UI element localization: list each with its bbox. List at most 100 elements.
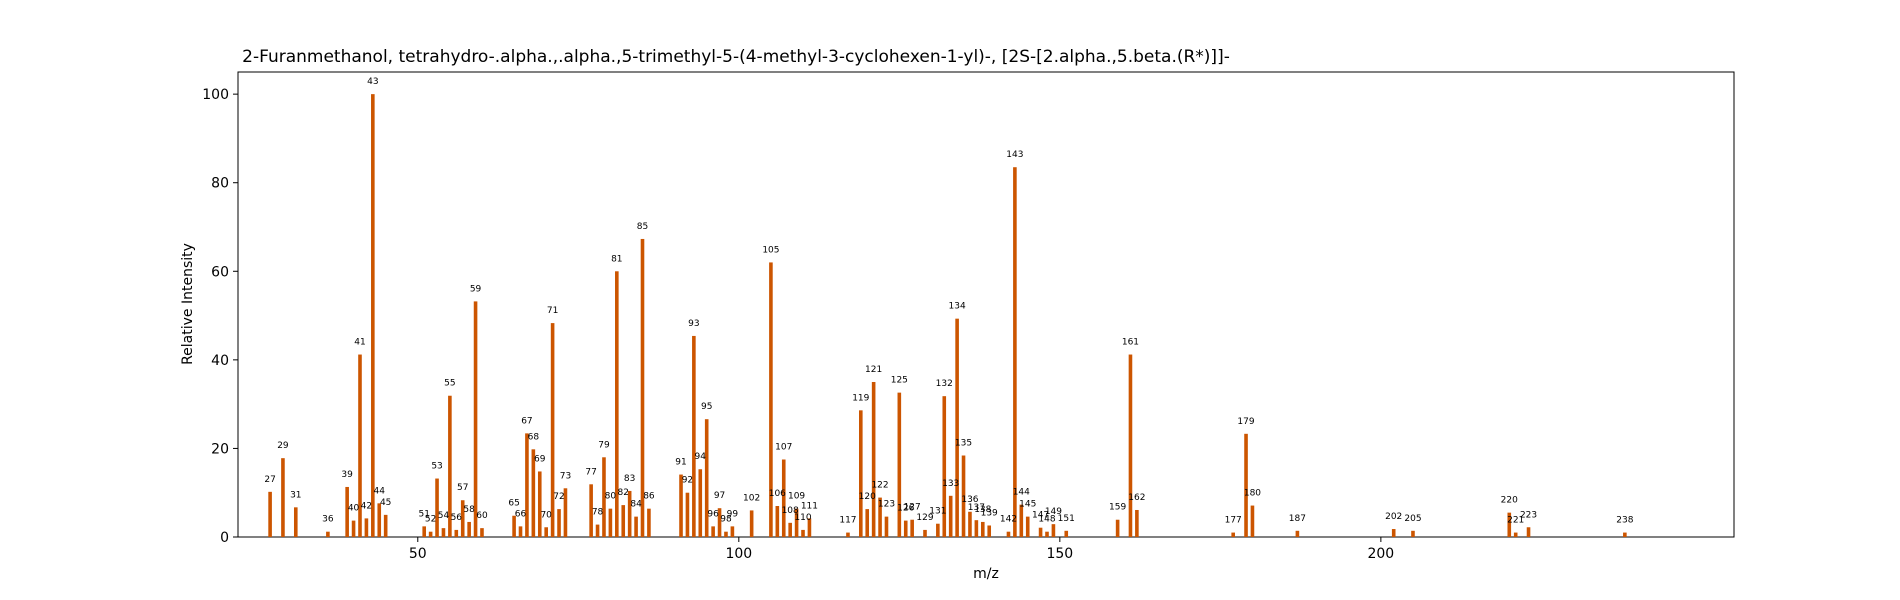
peak-bar-82 <box>621 505 626 537</box>
peak-bar-120 <box>865 509 870 537</box>
peak-bar-70 <box>544 527 548 537</box>
peak-bar-117 <box>846 532 850 537</box>
peak-label-57: 57 <box>457 483 468 493</box>
peak-bar-148 <box>1045 531 1049 537</box>
peak-bar-147 <box>1038 527 1043 537</box>
plot-frame <box>237 71 1735 538</box>
peak-bar-39 <box>345 486 349 537</box>
peak-bar-78 <box>595 524 600 537</box>
peak-bar-137 <box>974 520 979 537</box>
peak-bar-205 <box>1411 530 1415 537</box>
peak-label-80: 80 <box>605 492 617 502</box>
peak-bar-52 <box>428 531 433 537</box>
peak-label-77: 77 <box>585 467 596 477</box>
peak-bar-179 <box>1244 433 1248 537</box>
y-tick-label-20: 20 <box>211 441 229 457</box>
peak-label-179: 179 <box>1237 417 1254 427</box>
peak-bar-126 <box>903 520 908 537</box>
x-tick-label-50: 50 <box>409 546 427 562</box>
peak-bar-110 <box>801 529 805 537</box>
peak-bar-80 <box>608 508 613 537</box>
peak-bar-59 <box>473 301 478 537</box>
peak-label-85: 85 <box>637 222 648 232</box>
peak-label-238: 238 <box>1616 516 1633 526</box>
peak-label-126: 126 <box>897 504 914 514</box>
peak-bar-107 <box>781 459 786 537</box>
peak-bar-122 <box>878 497 882 537</box>
peak-label-67: 67 <box>521 416 532 426</box>
peak-label-122: 122 <box>871 481 888 491</box>
peak-bar-135 <box>961 455 966 537</box>
peak-bar-56 <box>454 529 459 537</box>
peak-bar-151 <box>1064 530 1069 537</box>
peak-bar-77 <box>589 484 593 537</box>
peak-bar-79 <box>602 457 606 537</box>
peak-label-180: 180 <box>1244 489 1261 499</box>
peak-label-109: 109 <box>788 492 805 502</box>
peak-label-55: 55 <box>444 379 455 389</box>
peak-bar-41 <box>358 354 362 537</box>
peak-bar-97 <box>717 508 722 537</box>
peak-label-29: 29 <box>277 441 289 451</box>
peak-label-131: 131 <box>929 507 946 517</box>
peak-label-117: 117 <box>839 516 856 526</box>
peak-label-99: 99 <box>727 509 739 519</box>
peak-bar-72 <box>557 509 561 537</box>
peak-bar-102 <box>749 510 754 537</box>
peak-bar-53 <box>435 478 439 537</box>
peak-bar-123 <box>884 516 889 537</box>
peak-bar-31 <box>293 507 298 537</box>
peak-label-92: 92 <box>682 476 693 486</box>
peak-label-91: 91 <box>675 458 686 468</box>
peak-bar-81 <box>615 271 619 537</box>
peak-label-143: 143 <box>1006 150 1023 160</box>
y-tick-label-60: 60 <box>211 264 229 280</box>
y-tick-label-100: 100 <box>202 87 229 103</box>
peak-label-136: 136 <box>961 495 978 505</box>
peak-label-144: 144 <box>1013 488 1030 498</box>
peak-bar-27 <box>268 491 272 537</box>
peak-bar-138 <box>980 521 985 537</box>
peak-label-142: 142 <box>1000 515 1017 525</box>
peak-bar-96 <box>711 526 715 537</box>
peak-label-120: 120 <box>859 492 876 502</box>
peak-label-52: 52 <box>425 515 436 525</box>
peak-label-110: 110 <box>794 513 811 523</box>
peak-label-135: 135 <box>955 439 972 449</box>
x-axis-ticks: 50 100 150 200 <box>409 537 1394 562</box>
peak-bar-42 <box>364 518 369 537</box>
peak-bar-84 <box>634 516 638 537</box>
peak-label-42: 42 <box>361 501 372 511</box>
peak-label-43: 43 <box>367 77 378 87</box>
peak-bar-44 <box>377 503 382 537</box>
peak-label-205: 205 <box>1404 514 1421 524</box>
peak-bar-223 <box>1526 527 1531 537</box>
y-tick-label-0: 0 <box>220 530 229 546</box>
peak-bar-238 <box>1623 532 1627 537</box>
peak-label-41: 41 <box>354 338 365 348</box>
peak-label-27: 27 <box>264 475 275 485</box>
peak-label-82: 82 <box>618 488 629 498</box>
peak-label-45: 45 <box>380 498 391 508</box>
peak-bar-159 <box>1115 519 1120 537</box>
peak-label-58: 58 <box>463 505 475 515</box>
x-tick-label-150: 150 <box>1046 546 1073 562</box>
peak-label-83: 83 <box>624 474 635 484</box>
peak-bar-220 <box>1507 512 1512 537</box>
peak-bar-95 <box>704 419 709 537</box>
peak-label-220: 220 <box>1501 496 1518 506</box>
peak-bar-144 <box>1019 504 1024 537</box>
peak-label-221: 221 <box>1507 516 1524 526</box>
peak-bar-99 <box>730 526 735 537</box>
y-axis-label: Relative Intensity <box>180 243 196 365</box>
peak-bar-121 <box>871 382 876 537</box>
peak-bar-55 <box>448 395 452 537</box>
peak-bar-142 <box>1006 531 1011 537</box>
peak-label-93: 93 <box>688 319 699 329</box>
peak-label-139: 139 <box>981 508 998 518</box>
peak-bar-133 <box>948 495 953 537</box>
peak-label-125: 125 <box>891 376 908 386</box>
peak-bar-105 <box>769 262 773 537</box>
